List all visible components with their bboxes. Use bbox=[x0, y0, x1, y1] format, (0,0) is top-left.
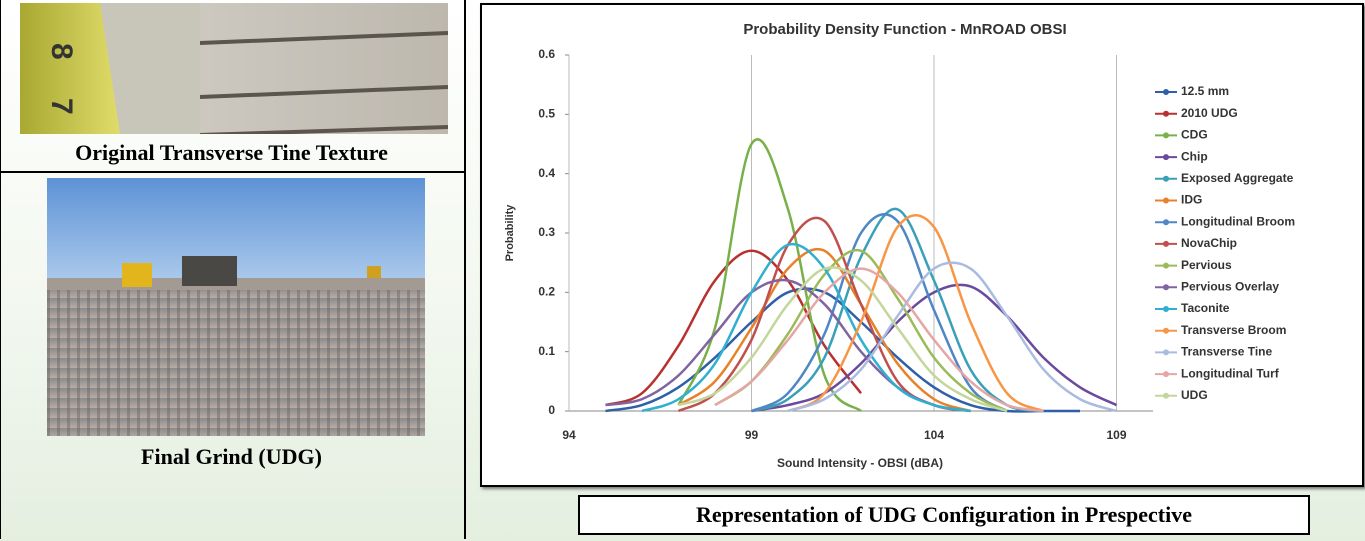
x-tick-label: 99 bbox=[745, 428, 759, 442]
bottom-photo-caption: Final Grind (UDG) bbox=[141, 444, 322, 469]
legend-marker bbox=[1163, 262, 1169, 269]
x-tick-label: 109 bbox=[1106, 428, 1126, 442]
legend-label: Pervious bbox=[1181, 258, 1232, 272]
y-tick-label: 0.1 bbox=[538, 344, 555, 358]
legend-label: Taconite bbox=[1181, 301, 1230, 315]
legend-label: 12.5 mm bbox=[1181, 84, 1229, 98]
legend-marker bbox=[1163, 110, 1169, 117]
legend-label: Transverse Broom bbox=[1181, 323, 1286, 337]
chart-caption: Representation of UDG Configuration in P… bbox=[578, 495, 1310, 535]
chart-frame bbox=[480, 3, 1364, 487]
chart-title: Probability Density Function - MnROAD OB… bbox=[743, 21, 1066, 38]
legend-label: Chip bbox=[1181, 149, 1208, 163]
legend-label: Longitudinal Broom bbox=[1181, 214, 1295, 228]
legend-marker bbox=[1163, 392, 1169, 399]
legend-marker bbox=[1163, 154, 1169, 161]
svg-text:7: 7 bbox=[45, 98, 78, 115]
top-photo: 8 7 bbox=[20, 3, 448, 134]
series-line bbox=[714, 267, 1044, 413]
legend-marker bbox=[1163, 175, 1169, 182]
legend-label: NovaChip bbox=[1181, 236, 1237, 250]
legend-marker bbox=[1163, 89, 1169, 95]
y-tick-label: 0.2 bbox=[538, 285, 555, 299]
series-line bbox=[787, 213, 1045, 413]
series-line bbox=[605, 278, 971, 413]
x-axis-label: Sound Intensity - OBSI (dBA) bbox=[777, 456, 943, 470]
divider bbox=[0, 171, 465, 173]
series-line bbox=[714, 248, 1008, 413]
legend-label: Exposed Aggregate bbox=[1181, 171, 1294, 185]
legend-marker bbox=[1163, 240, 1169, 247]
legend-marker bbox=[1163, 349, 1169, 356]
y-tick-label: 0.4 bbox=[538, 166, 555, 180]
series-line bbox=[677, 138, 862, 413]
series-line bbox=[787, 261, 1117, 413]
legend-label: Longitudinal Turf bbox=[1181, 366, 1280, 380]
y-tick-label: 0.3 bbox=[538, 225, 555, 239]
legend-label: Transverse Tine bbox=[1181, 345, 1272, 359]
series-line bbox=[751, 207, 1044, 413]
legend-label: Pervious Overlay bbox=[1181, 279, 1279, 293]
legend-marker bbox=[1163, 197, 1169, 204]
legend-marker bbox=[1163, 306, 1169, 312]
x-tick-label: 104 bbox=[924, 428, 944, 442]
legend-marker bbox=[1163, 132, 1169, 139]
legend-marker bbox=[1163, 284, 1169, 291]
series-line bbox=[605, 249, 862, 407]
series-line bbox=[751, 283, 1118, 413]
legend-label: IDG bbox=[1181, 193, 1202, 207]
legend-label: UDG bbox=[1181, 388, 1208, 402]
series-line bbox=[677, 248, 971, 413]
left-panel bbox=[0, 0, 466, 539]
y-axis-label: Probability bbox=[504, 204, 516, 262]
y-tick-label: 0.5 bbox=[538, 107, 555, 121]
legend-marker bbox=[1163, 371, 1169, 378]
legend-label: CDG bbox=[1181, 128, 1208, 142]
bottom-photo bbox=[47, 178, 425, 436]
y-tick-label: 0.6 bbox=[538, 47, 555, 61]
legend-marker bbox=[1163, 327, 1169, 334]
x-tick-label: 94 bbox=[562, 428, 576, 442]
series-line bbox=[641, 242, 971, 413]
legend-label: 2010 UDG bbox=[1181, 106, 1238, 120]
svg-text:8: 8 bbox=[45, 43, 78, 60]
y-tick-label: 0 bbox=[548, 403, 555, 417]
series-line bbox=[678, 266, 1008, 413]
top-photo-caption: Original Transverse Tine Texture bbox=[75, 140, 388, 165]
legend-marker bbox=[1163, 219, 1169, 226]
